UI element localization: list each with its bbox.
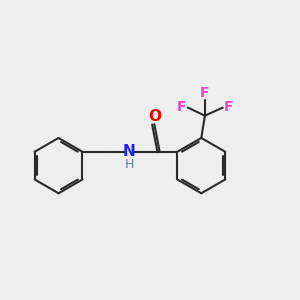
Text: H: H: [125, 158, 134, 171]
Text: O: O: [148, 109, 161, 124]
Text: F: F: [177, 100, 186, 114]
Text: F: F: [224, 100, 234, 114]
Text: N: N: [123, 144, 136, 159]
Text: F: F: [200, 86, 210, 100]
